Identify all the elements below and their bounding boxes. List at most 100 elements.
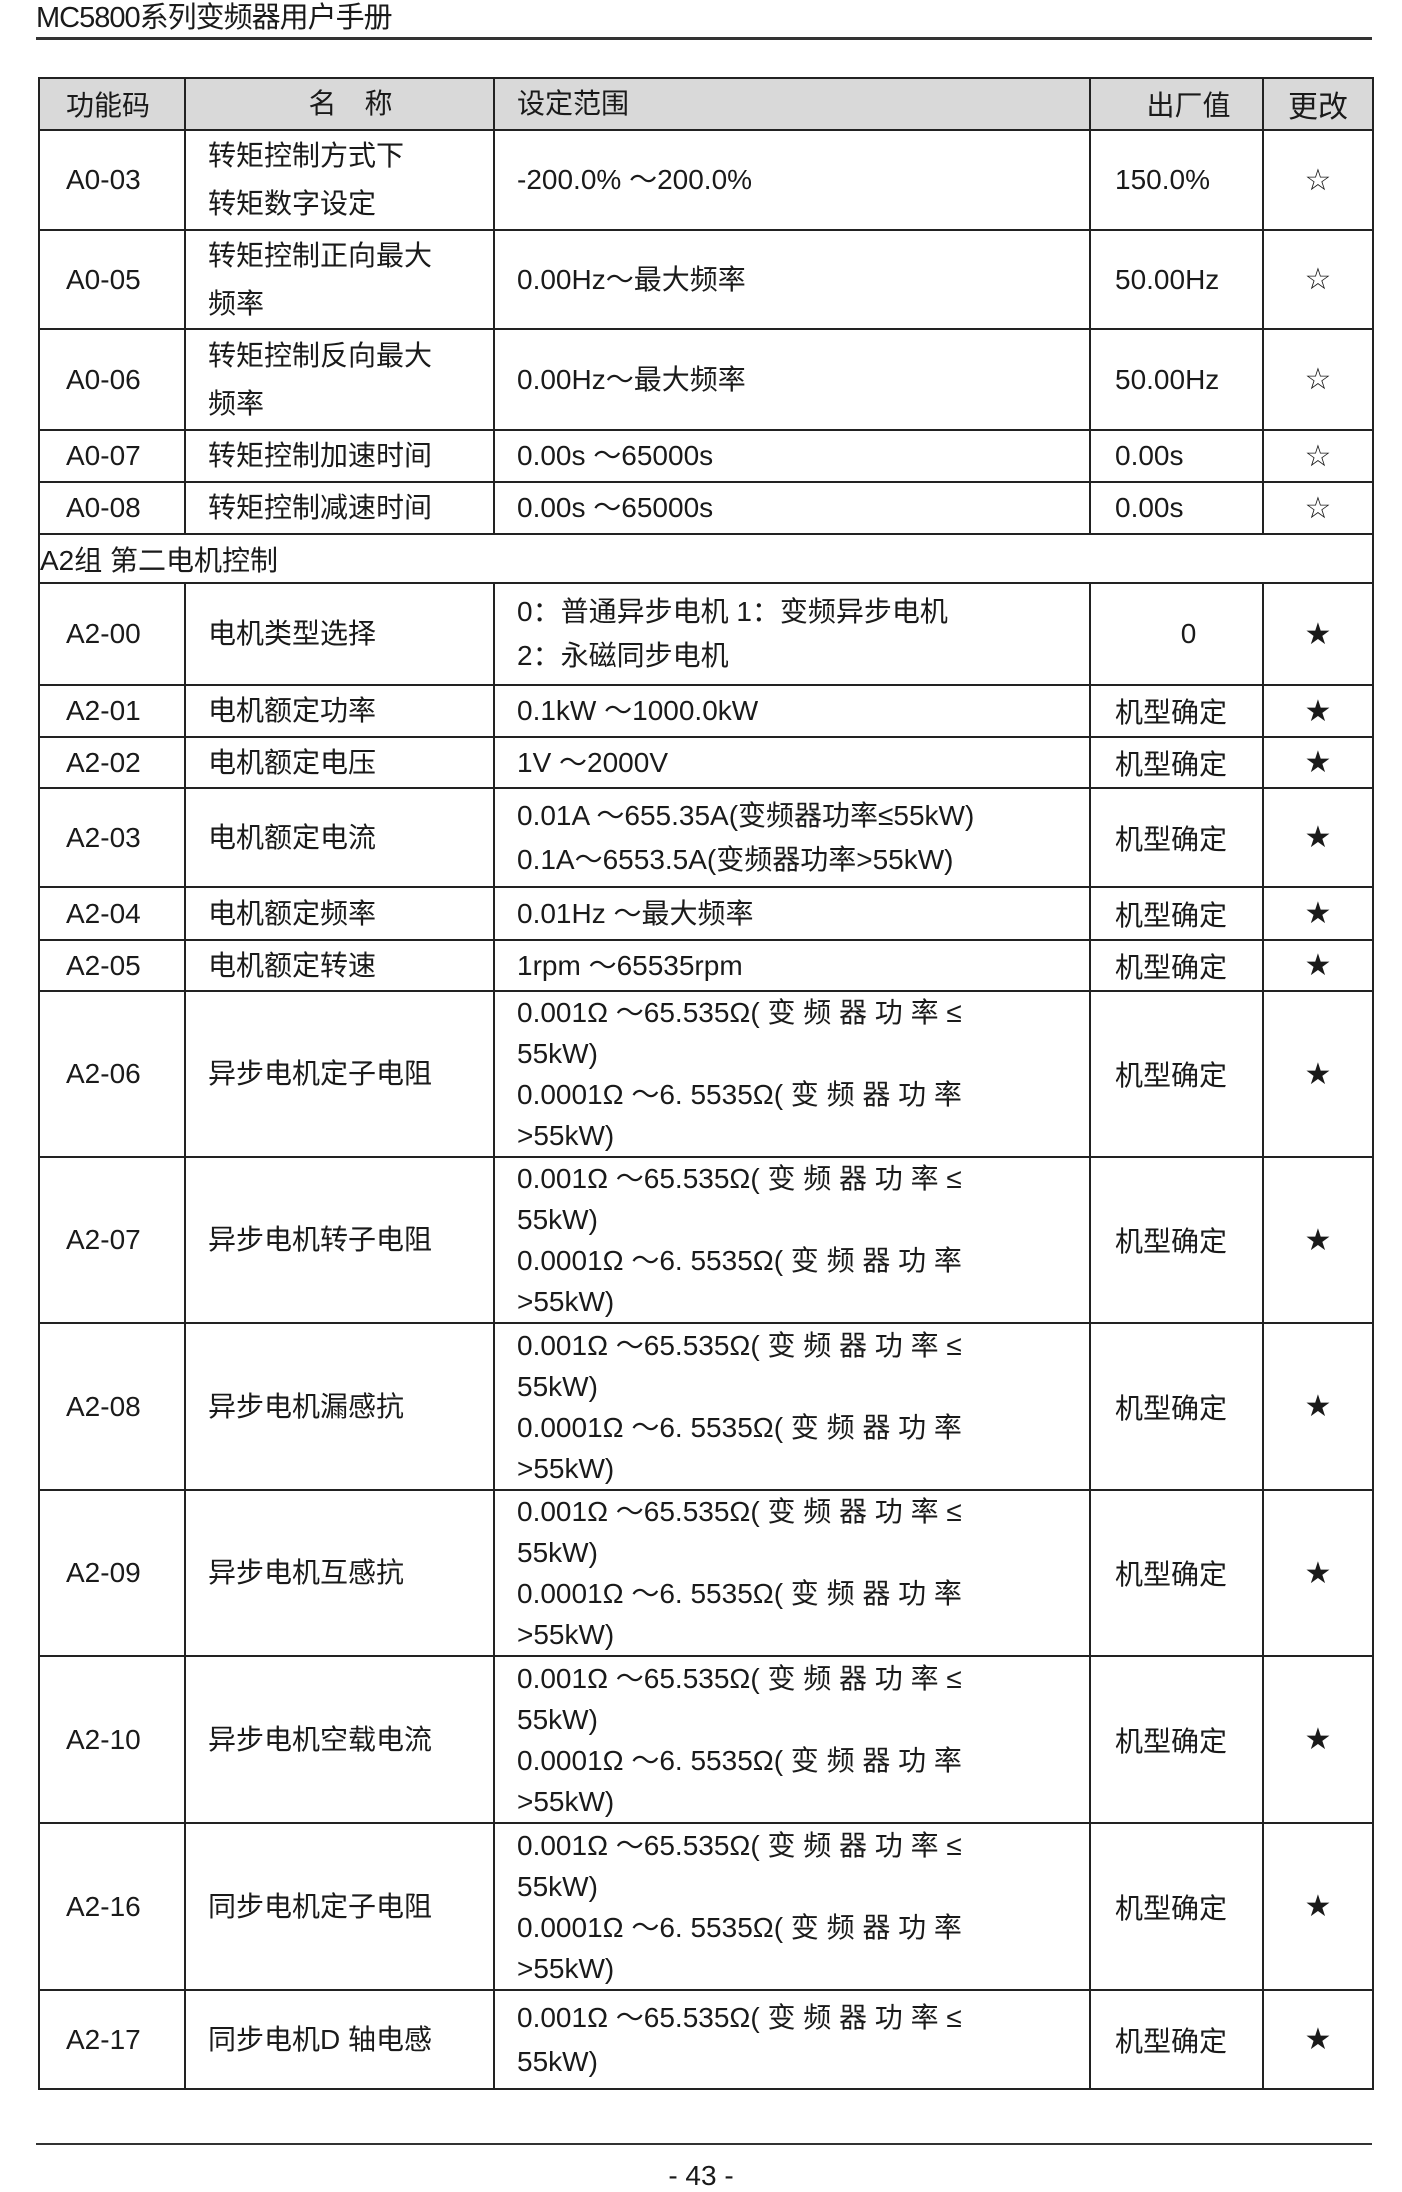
- param-range-line: 55kW): [517, 1204, 598, 1235]
- param-name: 异步电机空载电流: [184, 1655, 495, 1824]
- default-value: 机型确定: [1089, 736, 1264, 789]
- param-range-line: 0.01Hz ～最大频率: [517, 897, 754, 929]
- param-name-line: 电机额定电压: [208, 746, 377, 778]
- param-range-line: 2：永磁同步电机: [517, 640, 729, 671]
- param-range-line: -200.0% ～200.0%: [517, 164, 753, 195]
- table-row: A2-00 电机类型选择 0：普通异步电机 1：变频异步电机 2：永磁同步电机 0 ★: [38, 582, 1374, 686]
- param-range-line: 0.001Ω ～65.535Ω( 变 频 器 功 率 ≤: [517, 1662, 962, 1694]
- star-filled-icon: ★: [1262, 1489, 1374, 1657]
- star-filled-icon: ★: [1262, 787, 1374, 888]
- default-value: 50.00Hz: [1089, 229, 1264, 330]
- param-range-line: 55kW): [517, 1038, 598, 1069]
- param-range: 0.001Ω ～65.535Ω( 变 频 器 功 率 ≤ 55kW): [493, 1989, 1091, 2090]
- param-range-line: 0.0001Ω ～6. 5535Ω( 变 频 器 功 率: [517, 1744, 962, 1776]
- table-row: A2-10 异步电机空载电流 0.001Ω ～65.535Ω( 变 频 器 功 率 …: [38, 1655, 1374, 1824]
- param-range-line: 0.001Ω ～65.535Ω( 变 频 器 功 率 ≤: [517, 1163, 962, 1194]
- param-name-line: 异步电机定子电阻: [208, 1058, 433, 1089]
- default-value: 机型确定: [1089, 939, 1264, 992]
- param-name: 异步电机定子电阻: [184, 990, 495, 1158]
- param-name-line: 电机额定电流: [208, 821, 377, 853]
- param-name-line: 转矩数字设定: [208, 188, 377, 219]
- param-name: 电机额定功率: [184, 684, 495, 738]
- default-value: 机型确定: [1089, 990, 1264, 1158]
- group-row: A2组 第二电机控制: [38, 533, 1374, 584]
- param-name-line: 电机额定功率: [208, 695, 377, 726]
- param-name: 转矩控制正向最大 频率: [184, 229, 495, 330]
- param-range-line: 0.0001Ω ～6. 5535Ω( 变 频 器 功 率: [517, 1245, 962, 1276]
- param-name-line: 异步电机互感抗: [208, 1557, 405, 1588]
- header-range: 设定范围: [493, 77, 1091, 131]
- param-range: 0.00Hz～最大频率: [493, 229, 1091, 330]
- default-value: 机型确定: [1089, 1156, 1264, 1324]
- param-name-line: 电机类型选择: [208, 618, 377, 649]
- param-range: 0.001Ω ～65.535Ω( 变 频 器 功 率 ≤ 55kW) 0.0001Ω…: [493, 990, 1091, 1158]
- param-range-line: 0.00s ～65000s: [517, 440, 714, 471]
- param-range-line: >55kW): [517, 1952, 615, 1984]
- param-code: A2-17: [38, 1989, 186, 2090]
- param-name-line: 电机额定频率: [208, 897, 377, 929]
- default-value: 0.00s: [1089, 481, 1264, 535]
- param-name: 转矩控制减速时间: [184, 481, 495, 535]
- star-outline-icon: ☆: [1262, 328, 1374, 431]
- param-range-line: >55kW): [517, 1452, 615, 1484]
- star-filled-icon: ★: [1262, 1322, 1374, 1491]
- param-range: 0.001Ω ～65.535Ω( 变 频 器 功 率 ≤ 55kW) 0.0001Ω…: [493, 1822, 1091, 1991]
- default-value: 150.0%: [1089, 129, 1264, 231]
- param-code: A2-06: [38, 990, 186, 1158]
- param-name-line: 异步电机转子电阻: [208, 1224, 433, 1255]
- param-code: A2-01: [38, 684, 186, 738]
- table-row: A0-07 转矩控制加速时间 0.00s ～65000s 0.00s ☆: [38, 429, 1374, 483]
- param-name-line: 转矩控制反向最大: [208, 339, 433, 371]
- header-divider: [36, 37, 1372, 40]
- param-range: 0.001Ω ～65.535Ω( 变 频 器 功 率 ≤ 55kW) 0.0001Ω…: [493, 1655, 1091, 1824]
- header-code: 功能码: [38, 77, 186, 131]
- param-range-line: >55kW): [517, 1286, 615, 1317]
- table-row: A2-08 异步电机漏感抗 0.001Ω ～65.535Ω( 变 频 器 功 率 ≤…: [38, 1322, 1374, 1491]
- star-filled-icon: ★: [1262, 1989, 1374, 2090]
- param-name: 异步电机转子电阻: [184, 1156, 495, 1324]
- table-row: A2-05 电机额定转速 1rpm ～65535rpm 机型确定 ★: [38, 939, 1374, 992]
- default-value: 机型确定: [1089, 787, 1264, 888]
- param-code: A2-10: [38, 1655, 186, 1824]
- param-range: -200.0% ～200.0%: [493, 129, 1091, 231]
- param-range-line: 0.01A ～655.35A(变频器功率≤55kW): [517, 799, 975, 831]
- param-range-line: 0.001Ω ～65.535Ω( 变 频 器 功 率 ≤: [517, 1829, 962, 1861]
- param-range-line: 0.001Ω ～65.535Ω( 变 频 器 功 率 ≤: [517, 997, 962, 1028]
- param-range: 1V ～2000V: [493, 736, 1091, 789]
- table-row: A0-03 转矩控制方式下 转矩数字设定 -200.0% ～200.0% 150.0% ☆: [38, 129, 1374, 231]
- param-name-line: 异步电机漏感抗: [208, 1390, 405, 1422]
- param-name-line: 转矩控制方式下: [208, 140, 405, 171]
- param-name: 转矩控制加速时间: [184, 429, 495, 483]
- table-row: A2-16 同步电机定子电阻 0.001Ω ～65.535Ω( 变 频 器 功 率 …: [38, 1822, 1374, 1991]
- table-row: A2-04 电机额定频率 0.01Hz ～最大频率 机型确定 ★: [38, 886, 1374, 941]
- table-row: A0-06 转矩控制反向最大 频率 0.00Hz～最大频率 50.00Hz ☆: [38, 328, 1374, 431]
- param-range-line: 0.00Hz～最大频率: [517, 263, 746, 295]
- param-range-line: 0.1kW ～1000.0kW: [517, 695, 759, 726]
- param-range: 0.01Hz ～最大频率: [493, 886, 1091, 941]
- star-filled-icon: ★: [1262, 1822, 1374, 1991]
- star-outline-icon: ☆: [1262, 481, 1374, 535]
- table-row: A2-03 电机额定电流 0.01A ～655.35A(变频器功率≤55kW) 0.1…: [38, 787, 1374, 888]
- param-name-line: 转矩控制正向最大: [208, 239, 433, 271]
- param-range-line: 0.0001Ω ～6. 5535Ω( 变 频 器 功 率: [517, 1578, 962, 1609]
- table-row: A0-05 转矩控制正向最大 频率 0.00Hz～最大频率 50.00Hz ☆: [38, 229, 1374, 330]
- param-range-line: 55kW): [517, 1703, 598, 1735]
- param-range: 0.00s ～65000s: [493, 429, 1091, 483]
- param-range: 0.00s ～65000s: [493, 481, 1091, 535]
- param-name: 电机额定转速: [184, 939, 495, 992]
- default-value: 机型确定: [1089, 1989, 1264, 2090]
- param-range-line: 0.001Ω ～65.535Ω( 变 频 器 功 率 ≤: [517, 1329, 962, 1361]
- star-outline-icon: ☆: [1262, 429, 1374, 483]
- param-code: A2-04: [38, 886, 186, 941]
- star-filled-icon: ★: [1262, 1156, 1374, 1324]
- param-range-line: 55kW): [517, 2045, 598, 2077]
- param-name-line: 转矩控制加速时间: [208, 440, 433, 471]
- star-filled-icon: ★: [1262, 736, 1374, 789]
- param-code: A2-00: [38, 582, 186, 686]
- param-code: A2-09: [38, 1489, 186, 1657]
- header-name: 名 称: [184, 77, 495, 131]
- param-code: A2-05: [38, 939, 186, 992]
- table-row: A2-09 异步电机互感抗 0.001Ω ～65.535Ω( 变 频 器 功 率 ≤…: [38, 1489, 1374, 1657]
- param-range-line: 55kW): [517, 1370, 598, 1402]
- table-row: A2-02 电机额定电压 1V ～2000V 机型确定 ★: [38, 736, 1374, 789]
